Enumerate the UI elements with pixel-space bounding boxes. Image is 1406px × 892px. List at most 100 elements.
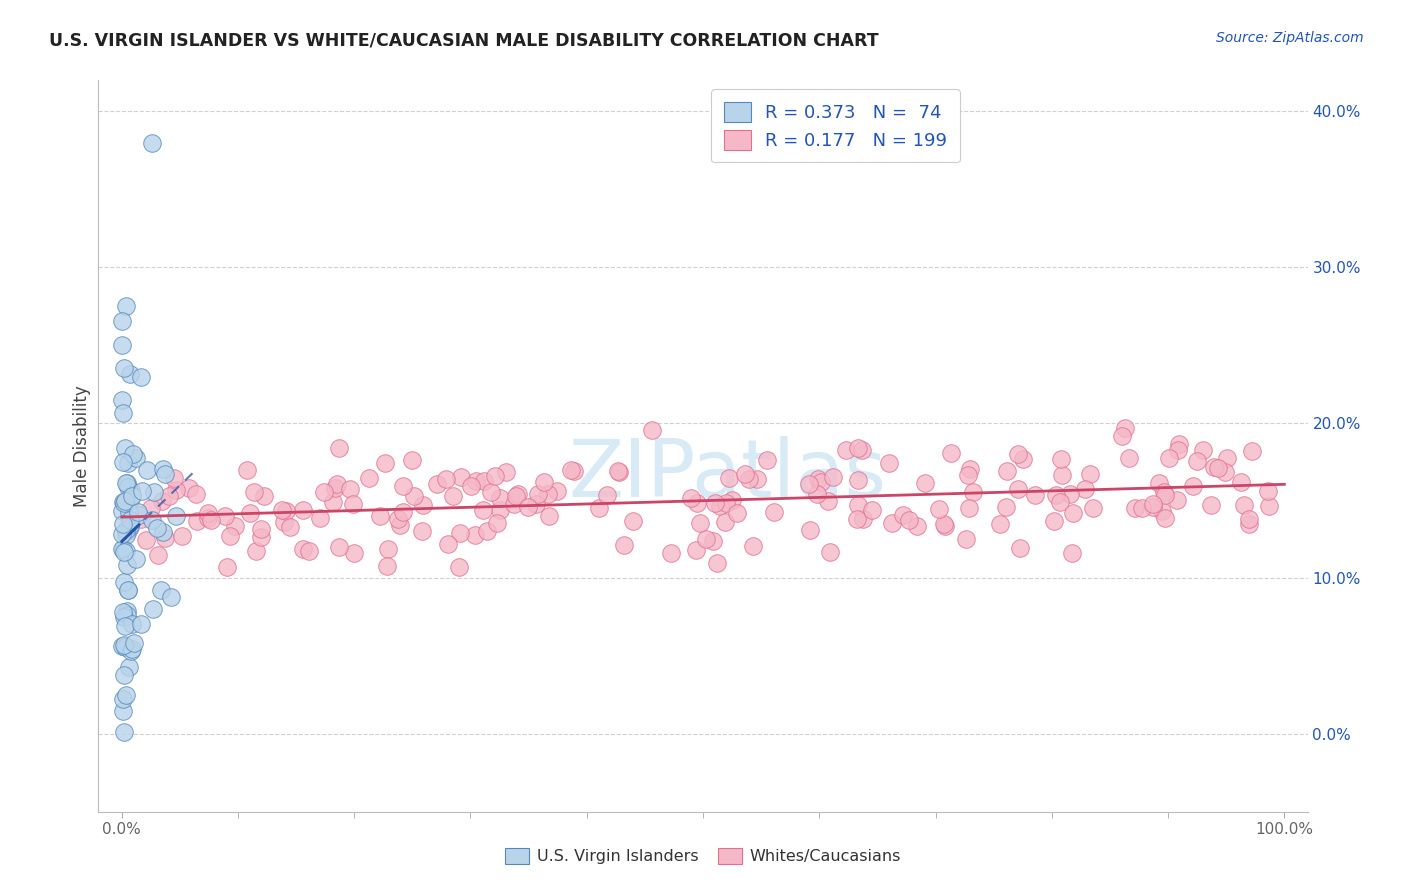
Point: [292, 503, 315, 517]
Point: [136, 463, 159, 477]
Point: [150, 493, 173, 508]
Point: [115, 604, 138, 618]
Point: [1050, 467, 1073, 482]
Point: [962, 485, 984, 500]
Point: [460, 479, 482, 493]
Point: [112, 574, 135, 589]
Point: [252, 489, 274, 503]
Point: [596, 488, 619, 502]
Point: [860, 502, 883, 516]
Point: [1185, 454, 1208, 468]
Point: [111, 406, 134, 420]
Point: [914, 475, 936, 490]
Point: [533, 475, 555, 490]
Point: [797, 476, 820, 491]
Point: [706, 557, 728, 571]
Point: [934, 519, 956, 533]
Point: [1166, 493, 1188, 508]
Point: [142, 602, 165, 616]
Point: [114, 619, 136, 633]
Point: [121, 488, 143, 502]
Point: [503, 497, 526, 511]
Point: [328, 441, 350, 455]
Text: U.S. VIRGIN ISLANDER VS WHITE/CAUCASIAN MALE DISABILITY CORRELATION CHART: U.S. VIRGIN ISLANDER VS WHITE/CAUCASIAN …: [49, 31, 879, 49]
Point: [685, 543, 707, 558]
Point: [995, 464, 1018, 478]
Point: [122, 636, 145, 650]
Point: [810, 475, 832, 489]
Point: [121, 617, 143, 632]
Point: [1213, 465, 1236, 479]
Point: [152, 525, 174, 540]
Point: [464, 475, 486, 489]
Point: [607, 464, 630, 478]
Point: [368, 508, 391, 523]
Point: [122, 447, 145, 461]
Point: [165, 509, 187, 524]
Point: [129, 616, 152, 631]
Point: [135, 533, 157, 547]
Point: [472, 503, 495, 517]
Point: [1240, 444, 1263, 458]
Point: [111, 639, 134, 653]
Point: [114, 527, 136, 541]
Point: [1182, 479, 1205, 493]
Point: [114, 493, 136, 508]
Point: [1216, 451, 1239, 466]
Point: [464, 528, 486, 542]
Point: [1142, 500, 1164, 514]
Point: [1081, 501, 1104, 516]
Point: [377, 541, 399, 556]
Point: [928, 502, 950, 516]
Point: [197, 511, 219, 525]
Point: [508, 487, 530, 501]
Point: [145, 521, 167, 535]
Point: [891, 508, 914, 522]
Point: [481, 485, 503, 500]
Point: [357, 470, 380, 484]
Point: [374, 456, 396, 470]
Point: [153, 467, 176, 482]
Point: [114, 441, 136, 455]
Point: [141, 136, 163, 150]
Point: [1118, 450, 1140, 465]
Point: [1043, 514, 1066, 528]
Point: [112, 724, 135, 739]
Point: [845, 511, 868, 525]
Point: [1050, 452, 1073, 467]
Point: [411, 524, 433, 538]
Point: [959, 462, 981, 476]
Point: [117, 583, 139, 598]
Point: [527, 486, 550, 500]
Point: [404, 489, 426, 503]
Point: [709, 499, 731, 513]
Point: [115, 299, 138, 313]
Point: [111, 691, 134, 706]
Point: [880, 516, 903, 531]
Point: [343, 546, 366, 560]
Point: [447, 560, 470, 574]
Point: [273, 515, 295, 529]
Point: [1074, 483, 1097, 497]
Point: [120, 367, 142, 381]
Point: [1157, 451, 1180, 466]
Point: [215, 559, 238, 574]
Point: [851, 442, 873, 457]
Point: [932, 517, 955, 532]
Point: [1060, 546, 1083, 560]
Point: [387, 512, 409, 526]
Point: [538, 509, 561, 524]
Point: [118, 518, 141, 533]
Point: [111, 542, 134, 557]
Point: [734, 467, 756, 482]
Point: [1229, 475, 1251, 489]
Point: [756, 452, 779, 467]
Point: [1258, 500, 1281, 514]
Point: [1024, 487, 1046, 501]
Point: [1199, 498, 1222, 512]
Point: [1062, 507, 1084, 521]
Point: [165, 483, 187, 498]
Point: [111, 605, 134, 619]
Point: [242, 484, 264, 499]
Legend: R = 0.373   N =  74, R = 0.177   N = 199: R = 0.373 N = 74, R = 0.177 N = 199: [711, 89, 960, 162]
